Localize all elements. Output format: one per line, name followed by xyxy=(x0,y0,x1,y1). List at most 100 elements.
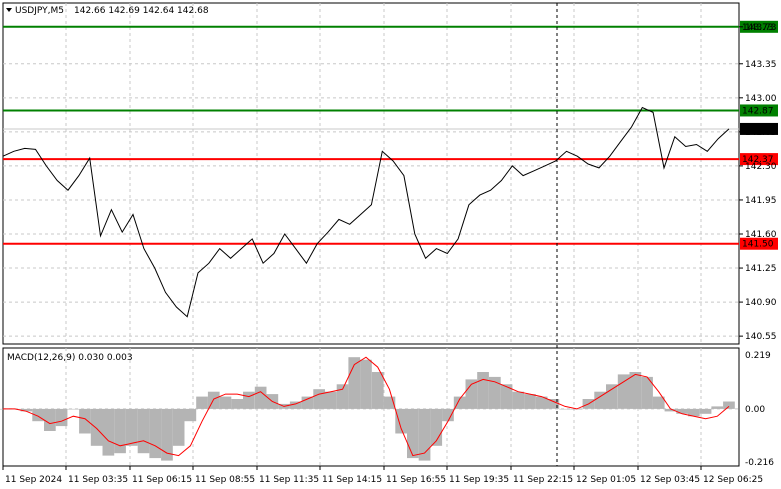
dropdown-triangle-icon[interactable] xyxy=(6,8,12,12)
level-label-box xyxy=(740,237,778,250)
macd-bar xyxy=(172,408,185,446)
macd-bar xyxy=(289,401,302,409)
level-label: 142.87 xyxy=(742,106,774,116)
macd-bar xyxy=(711,406,724,409)
level-label-box xyxy=(740,20,778,33)
current-price-label: 142.68 xyxy=(742,125,774,135)
macd-bar xyxy=(641,376,653,409)
macd-bar xyxy=(231,399,243,409)
level-label: 143.73 xyxy=(742,23,774,33)
macd-bar xyxy=(161,408,173,461)
macd-bar xyxy=(594,391,606,409)
macd-bar xyxy=(149,408,162,459)
macd-bar xyxy=(606,384,618,409)
macd-bar xyxy=(371,372,384,409)
macd-bar xyxy=(442,408,454,422)
macd-bar xyxy=(219,396,232,409)
macd-bar xyxy=(325,391,337,409)
macd-axis: 0.219 0.00 -0.216 xyxy=(745,351,774,468)
price-tick-label: 143.00 xyxy=(745,94,777,104)
macd-bar xyxy=(559,408,571,410)
macd-bar xyxy=(723,401,735,409)
macd-bar xyxy=(184,408,197,422)
macd-signal-line xyxy=(3,356,730,457)
price-panel-frame xyxy=(2,2,740,345)
macd-bar xyxy=(524,394,536,409)
price-tick-label: 143.35 xyxy=(745,60,777,70)
price-tick-label: 140.90 xyxy=(745,298,777,308)
macd-bar xyxy=(196,396,208,409)
macd-bar xyxy=(547,399,560,409)
macd-bar xyxy=(383,396,396,409)
macd-bar xyxy=(348,357,361,409)
macd-bar xyxy=(44,408,56,431)
macd-bar xyxy=(512,391,525,409)
macd-bar xyxy=(629,372,642,409)
macd-tick-label: -0.216 xyxy=(745,458,774,468)
signal-line xyxy=(3,356,730,457)
macd-bar xyxy=(313,389,325,409)
macd-bar xyxy=(126,408,138,446)
macd-bar xyxy=(67,408,80,410)
macd-bar xyxy=(688,408,700,417)
time-tick-label: 11 Sep 06:15 xyxy=(132,475,192,485)
macd-bar xyxy=(137,408,150,454)
macd-bar xyxy=(102,408,115,456)
price-tick-label: 142.30 xyxy=(745,162,777,172)
macd-bar xyxy=(407,408,419,459)
price-tick-label: 141.25 xyxy=(745,264,777,274)
time-tick-label: 11 Sep 22:15 xyxy=(513,475,573,485)
macd-bar xyxy=(489,376,501,409)
macd-bar xyxy=(20,408,33,412)
macd-bar xyxy=(465,379,478,409)
price-tick-label: 141.60 xyxy=(745,230,777,240)
time-tick-label: 12 Sep 06:25 xyxy=(703,475,763,485)
horizontal-levels[interactable]: 143.73 142.87 142.37 141.50 142.68 xyxy=(3,20,778,250)
time-tick-label: 11 Sep 08:55 xyxy=(195,475,255,485)
price-line-series xyxy=(2,106,730,318)
macd-bar xyxy=(652,396,665,409)
macd-bar xyxy=(114,408,126,454)
macd-bar xyxy=(207,391,220,409)
macd-tick-label: 0.00 xyxy=(745,405,765,415)
macd-bar xyxy=(664,408,677,412)
macd-bar xyxy=(418,408,431,461)
time-tick-label: 11 Sep 19:35 xyxy=(449,475,509,485)
macd-bar xyxy=(535,396,548,409)
level-label-box xyxy=(740,153,778,166)
price-tick-label: 143.73 xyxy=(745,23,777,33)
time-axis: 11 Sep 2024 11 Sep 03:35 11 Sep 06:15 11 Se… xyxy=(2,466,763,485)
macd-bar xyxy=(254,386,267,409)
level-label: 141.50 xyxy=(742,240,774,250)
macd-bar xyxy=(617,374,630,409)
symbol-label: USDJPY,M5 xyxy=(15,6,64,16)
macd-bar xyxy=(301,396,314,409)
macd-bar xyxy=(395,408,407,434)
time-tick-label: 11 Sep 2024 xyxy=(5,475,62,485)
macd-bar xyxy=(699,408,712,414)
ohlc-label: 142.66 142.69 142.64 142.68 xyxy=(74,6,209,16)
level-label: 142.37 xyxy=(742,155,774,165)
macd-bar xyxy=(360,359,372,409)
time-tick-label: 11 Sep 11:35 xyxy=(259,475,319,485)
macd-bar xyxy=(336,384,349,409)
level-label-box xyxy=(740,104,778,117)
price-tick-label: 141.95 xyxy=(745,196,777,206)
time-tick-label: 12 Sep 03:45 xyxy=(640,475,700,485)
macd-label: MACD(12,26,9) 0.030 0.003 xyxy=(7,353,133,363)
price-axis: 143.73 143.35 143.00 142.65 142.30 141.95 141.… xyxy=(739,23,777,342)
macd-bar xyxy=(430,408,443,446)
time-tick-label: 11 Sep 03:35 xyxy=(68,475,128,485)
macd-bar xyxy=(477,372,489,409)
macd-tick-label: 0.219 xyxy=(745,351,771,361)
price-line xyxy=(2,106,730,318)
time-tick-label: 11 Sep 14:15 xyxy=(322,475,382,485)
macd-bar xyxy=(90,408,103,446)
price-tick-label: 140.55 xyxy=(745,332,777,342)
macd-bar xyxy=(500,384,513,409)
current-price-box xyxy=(740,122,778,135)
macd-bar xyxy=(79,408,91,434)
time-tick-label: 11 Sep 16:55 xyxy=(386,475,446,485)
